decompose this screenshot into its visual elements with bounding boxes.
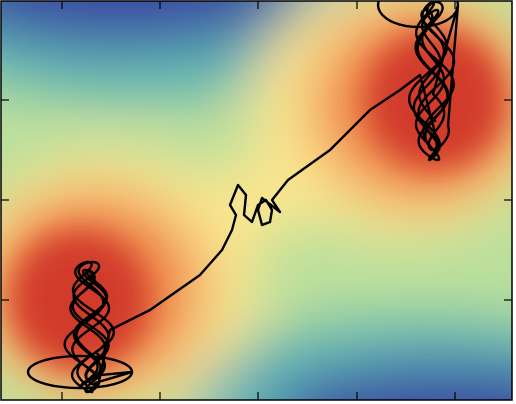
- warm-core: [365, 30, 505, 170]
- tick-marks: [1, 1, 512, 400]
- trajectory-line: [26, 1, 460, 394]
- cool-core: [278, 365, 512, 400]
- trajectory: [26, 1, 460, 394]
- warm-halo: [195, 160, 315, 240]
- cool-core: [1, 1, 297, 45]
